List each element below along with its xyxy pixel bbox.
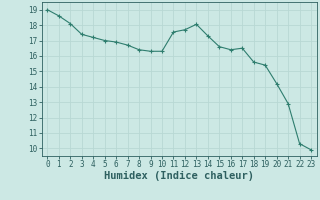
X-axis label: Humidex (Indice chaleur): Humidex (Indice chaleur) bbox=[104, 171, 254, 181]
